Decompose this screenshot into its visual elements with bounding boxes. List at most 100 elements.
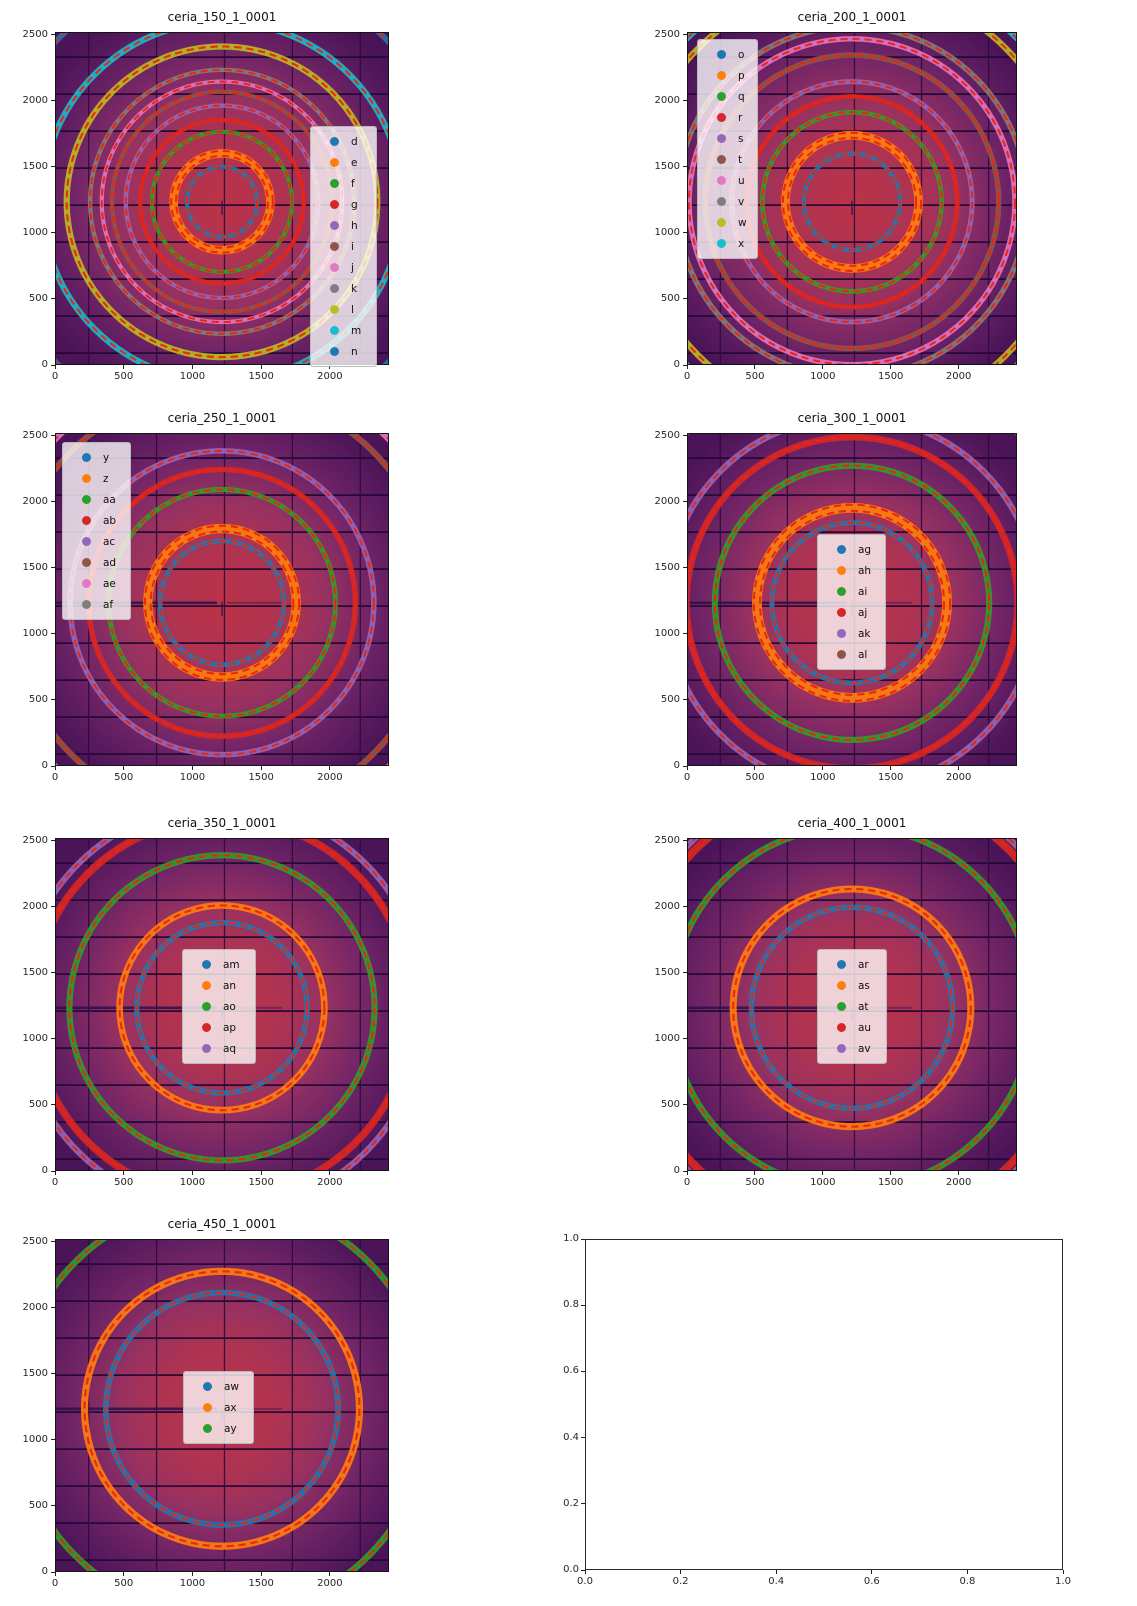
y-tick-mark	[51, 298, 55, 300]
y-tick-mark	[683, 34, 687, 36]
x-tick-mark	[260, 766, 262, 770]
legend-entry-label: x	[738, 237, 745, 250]
y-tick-mark	[51, 972, 55, 974]
legend-marker-cell	[69, 579, 103, 588]
subplot-title: ceria_250_1_0001	[167, 411, 277, 425]
legend-marker-dot	[716, 71, 726, 80]
legend-entry-label: ad	[103, 556, 117, 569]
legend-entry-label: ay	[224, 1422, 237, 1435]
y-tick-label: 1000	[22, 1032, 48, 1044]
legend-entry-label: j	[351, 261, 354, 274]
y-tick-label: 1000	[654, 226, 680, 238]
y-tick-label: 2500	[654, 429, 680, 441]
x-tick-mark	[686, 766, 688, 770]
legend-entry-label: ab	[103, 514, 117, 527]
y-tick-label: 0.6	[563, 1365, 579, 1377]
legend-marker-dot	[836, 629, 846, 638]
y-tick-label: 0	[41, 760, 48, 771]
y-tick-mark	[51, 1439, 55, 1441]
y-tick-label: 2000	[22, 900, 48, 912]
legend-entry: h	[317, 215, 370, 236]
legend-marker-cell	[704, 92, 738, 101]
x-tick-mark	[260, 1171, 262, 1175]
y-tick-label: 2000	[654, 94, 680, 106]
y-tick-mark	[51, 1104, 55, 1106]
x-tick-mark	[754, 365, 756, 369]
legend-entry: z	[69, 468, 124, 489]
legend-marker-dot	[81, 558, 91, 567]
legend-marker-cell	[317, 137, 351, 146]
y-tick-mark	[683, 1170, 687, 1172]
y-tick-label: 0.2	[563, 1497, 579, 1509]
subplot-title: ceria_400_1_0001	[797, 816, 907, 830]
y-tick-label: 500	[660, 292, 680, 304]
y-tick-mark	[683, 1104, 687, 1106]
y-tick-mark	[51, 633, 55, 635]
legend-marker-dot	[836, 960, 846, 969]
legend-entry: o	[704, 44, 751, 65]
legend-marker-dot	[836, 1002, 846, 1011]
subplot-title: ceria_150_1_0001	[167, 10, 277, 24]
legend-marker-dot	[202, 1382, 212, 1391]
x-tick-mark	[1062, 1570, 1064, 1574]
legend-entry-label: al	[858, 648, 868, 661]
legend-marker-dot	[716, 239, 726, 248]
x-tick-label: 500	[745, 1177, 765, 1188]
x-tick-mark	[754, 1171, 756, 1175]
empty-axes	[585, 1239, 1063, 1570]
legend-entry: af	[69, 594, 124, 615]
legend-marker-cell	[824, 981, 858, 990]
legend-entry-label: ai	[858, 585, 868, 598]
legend-entry-label: g	[351, 198, 358, 211]
x-tick-mark	[958, 766, 960, 770]
legend-marker-dot	[836, 650, 846, 659]
legend-entry-label: ar	[858, 958, 869, 971]
legend-marker-cell	[824, 587, 858, 596]
legend-entry: i	[317, 236, 370, 257]
legend-entry: ah	[824, 560, 879, 581]
y-tick-label: 500	[28, 693, 48, 705]
y-tick-mark	[51, 1307, 55, 1309]
legend-marker-cell	[189, 1002, 223, 1011]
y-tick-label: 1500	[654, 160, 680, 172]
x-tick-mark	[191, 1171, 193, 1175]
legend-entry-label: s	[738, 132, 744, 145]
legend-marker-dot	[81, 537, 91, 546]
x-tick-mark	[123, 1171, 125, 1175]
x-tick-mark	[958, 1171, 960, 1175]
legend-entry: g	[317, 194, 370, 215]
legend-entry-label: ax	[224, 1401, 237, 1414]
x-tick-label: 1000	[179, 1177, 206, 1188]
legend-marker-dot	[716, 50, 726, 59]
x-tick-label: 0.0	[577, 1576, 593, 1587]
legend-marker-cell	[317, 263, 351, 272]
legend-marker-dot	[329, 200, 339, 209]
legend-entry: al	[824, 644, 879, 665]
legend-entry-label: e	[351, 156, 358, 169]
legend-entry: aw	[190, 1376, 247, 1397]
y-tick-label: 500	[28, 1098, 48, 1110]
legend-entry-label: p	[738, 69, 745, 82]
legend-marker-cell	[824, 629, 858, 638]
x-tick-label: 1000	[179, 371, 206, 382]
x-tick-label: 1500	[248, 1578, 274, 1589]
x-tick-label: 0	[51, 1177, 59, 1188]
legend-entry-label: au	[858, 1021, 872, 1034]
y-tick-mark	[683, 1038, 687, 1040]
legend-marker-dot	[329, 347, 339, 356]
legend-marker-cell	[189, 1023, 223, 1032]
x-tick-label: 0.8	[959, 1576, 976, 1587]
y-tick-label: 0	[41, 1566, 48, 1577]
y-tick-label: 1500	[22, 160, 48, 172]
legend-entry: d	[317, 131, 370, 152]
y-tick-mark	[683, 100, 687, 102]
y-tick-label: 1500	[654, 966, 680, 978]
legend-marker-cell	[190, 1424, 224, 1433]
legend-entry-label: am	[223, 958, 240, 971]
legend-entry: av	[824, 1038, 880, 1059]
legend-marker-dot	[329, 179, 339, 188]
legend-marker-dot	[201, 1023, 211, 1032]
x-tick-label: 0.4	[768, 1576, 785, 1587]
y-tick-label: 0	[41, 1165, 48, 1176]
legend-box: am an ao ap aq	[182, 949, 256, 1064]
